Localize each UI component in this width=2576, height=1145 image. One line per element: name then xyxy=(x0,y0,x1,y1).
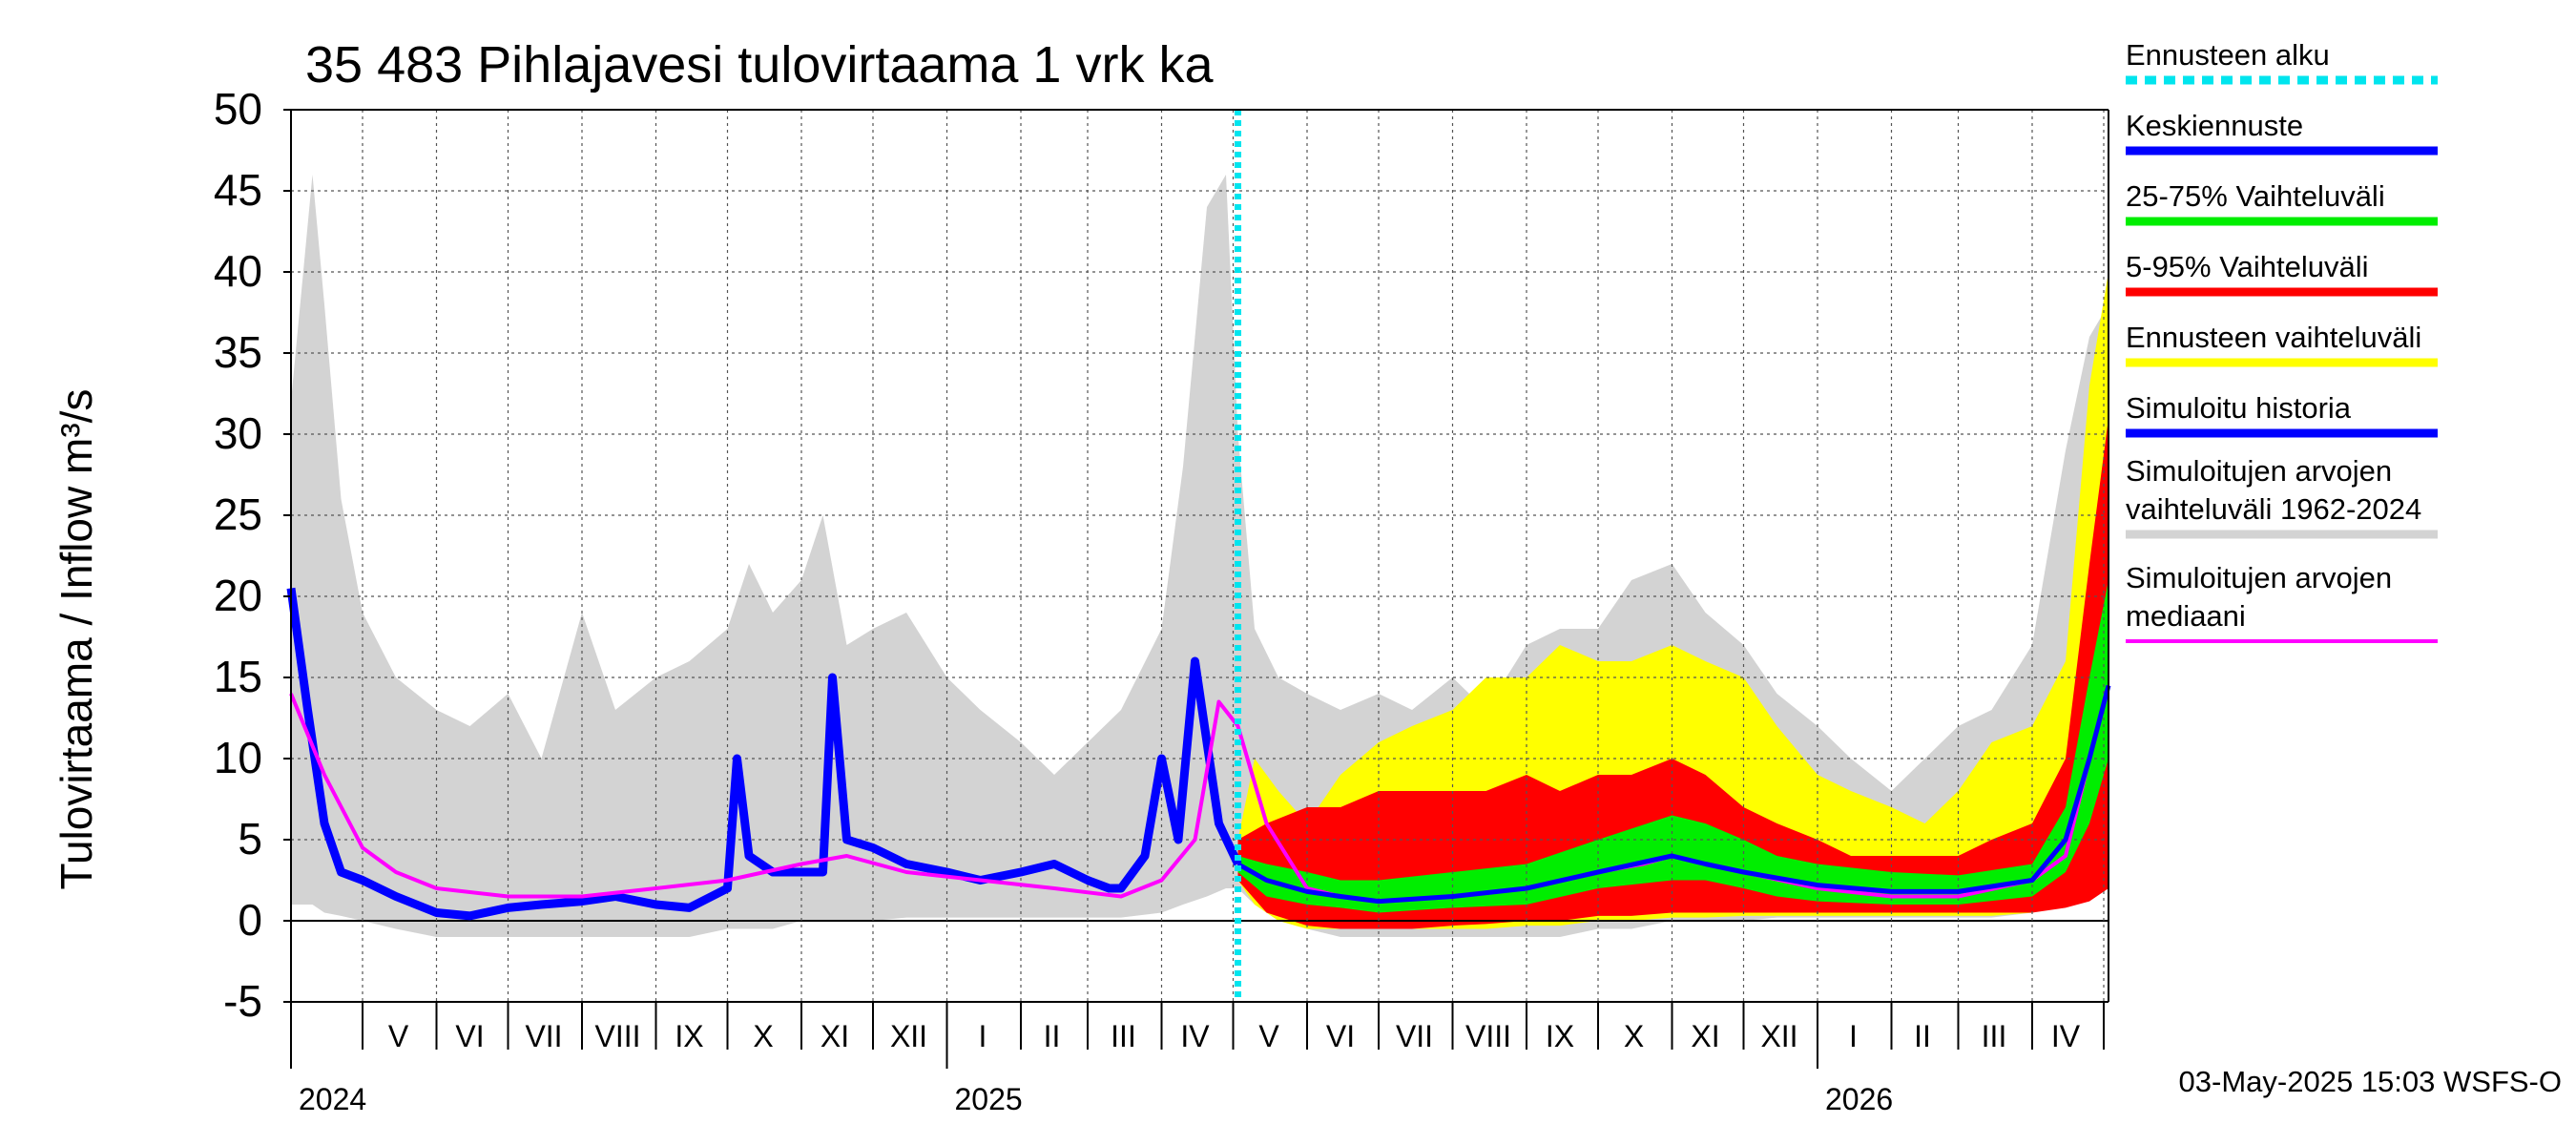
year-label: 2024 xyxy=(299,1082,366,1116)
legend-label-start: Ennusteen alku xyxy=(2126,38,2330,72)
band-5-95-vaihteluv-li xyxy=(1237,418,2109,929)
month-label: IV xyxy=(1180,1019,1210,1053)
month-label: V xyxy=(1258,1019,1279,1053)
month-label: I xyxy=(979,1019,987,1053)
y-tick-label: 45 xyxy=(214,165,262,215)
y-tick-label: 50 xyxy=(214,84,262,134)
month-label: X xyxy=(1624,1019,1644,1053)
legend: Ennusteen alku Keskiennuste 25-75% Vaihtel… xyxy=(2126,38,2438,643)
month-label: XII xyxy=(1760,1019,1797,1053)
month-label: VI xyxy=(1326,1019,1355,1053)
month-label: XI xyxy=(821,1019,849,1053)
y-tick-label: 30 xyxy=(214,408,262,458)
bands-layer xyxy=(291,175,2109,937)
month-label: IV xyxy=(2051,1019,2081,1053)
legend-label-range: Ennusteen vaihteluväli xyxy=(2126,321,2421,354)
month-label: IX xyxy=(1546,1019,1574,1053)
y-tick-label: 35 xyxy=(214,327,262,377)
month-label: VII xyxy=(525,1019,562,1053)
month-label: III xyxy=(1982,1019,2007,1053)
month-labels: V VI VII VIII IX X XI XII I II III IV V VI VII VIII IX X X… xyxy=(362,1002,2105,1069)
month-label: XII xyxy=(890,1019,927,1053)
year-labels: 2024 2025 2026 xyxy=(299,1082,1893,1116)
legend-label-hist: Simuloitujen arvojen xyxy=(2126,454,2392,488)
y-tick-label: 0 xyxy=(238,895,262,945)
month-label: III xyxy=(1111,1019,1136,1053)
month-label: V xyxy=(388,1019,409,1053)
y-axis-label: Tulovirtaama / Inflow m³/s xyxy=(52,389,101,890)
footer-timestamp: 03-May-2025 15:03 WSFS-O xyxy=(2179,1065,2562,1098)
month-label: XI xyxy=(1691,1019,1719,1053)
series-simuloitujen-arvojen-mediaani xyxy=(289,684,2110,904)
y-tick-label: 5 xyxy=(238,814,262,864)
month-label: VI xyxy=(455,1019,484,1053)
legend-label-median: Simuloitujen arvojen xyxy=(2126,561,2392,594)
legend-label-p2575: 25-75% Vaihteluväli xyxy=(2126,179,2385,213)
month-label: I xyxy=(1849,1019,1858,1053)
legend-label-mean: Keskiennuste xyxy=(2126,109,2303,142)
y-tick-label: 10 xyxy=(214,733,262,782)
month-label: II xyxy=(1914,1019,1931,1053)
month-label: IX xyxy=(675,1019,703,1053)
lines-layer xyxy=(286,587,2111,921)
month-label: VIII xyxy=(1465,1019,1511,1053)
y-tick-label: 15 xyxy=(214,652,262,701)
axes xyxy=(290,109,2109,1069)
y-tick-label: 20 xyxy=(214,571,262,620)
series-keskiennuste xyxy=(1236,684,2111,905)
series-simuloitu-historia xyxy=(286,587,1242,921)
band-25-75-vaihteluv-li xyxy=(1237,580,2109,913)
month-label: VII xyxy=(1396,1019,1433,1053)
band-ennusteen-vaihteluv-li xyxy=(1237,272,2109,929)
month-label: X xyxy=(753,1019,773,1053)
legend-label-hist: vaihteluväli 1962-2024 xyxy=(2126,492,2421,526)
chart-title: 35 483 Pihlajavesi tulovirtaama 1 vrk ka xyxy=(305,36,1214,94)
month-label: II xyxy=(1044,1019,1061,1053)
y-tick-label: 40 xyxy=(214,246,262,296)
month-label: VIII xyxy=(594,1019,640,1053)
y-tick-label: -5 xyxy=(223,976,262,1026)
year-label: 2025 xyxy=(955,1082,1023,1116)
year-label: 2026 xyxy=(1825,1082,1893,1116)
y-tick-label: 25 xyxy=(214,489,262,539)
legend-label-median: mediaani xyxy=(2126,599,2246,633)
legend-label-sim: Simuloitu historia xyxy=(2126,391,2352,425)
legend-label-p595: 5-95% Vaihteluväli xyxy=(2126,250,2368,283)
